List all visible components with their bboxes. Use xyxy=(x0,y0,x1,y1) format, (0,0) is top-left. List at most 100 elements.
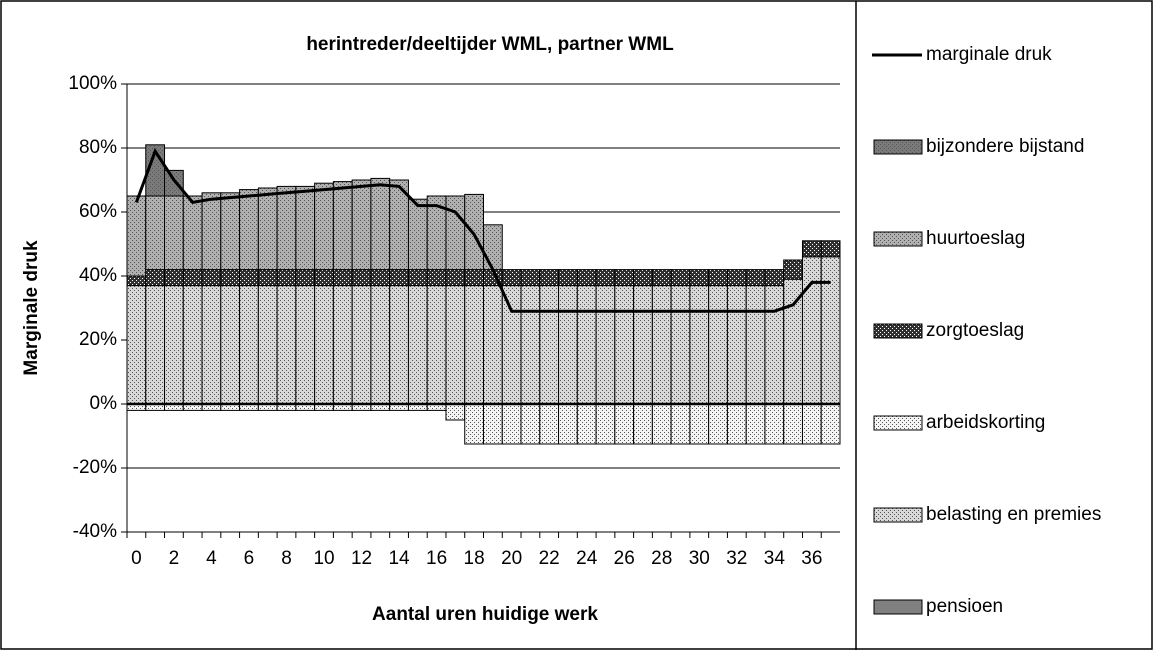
bar-segment xyxy=(145,285,166,405)
bar-segment xyxy=(201,285,222,405)
bar-segment xyxy=(126,195,147,277)
bar-segment xyxy=(670,285,691,405)
line-series xyxy=(134,147,831,313)
x-tick-label: 8 xyxy=(281,548,292,569)
y-tick-label: 40% xyxy=(79,265,117,286)
bar-segment xyxy=(651,269,672,287)
bar-segment xyxy=(651,403,672,445)
bar-segment xyxy=(464,285,485,405)
bar-segment xyxy=(182,195,203,271)
x-tick-label: 2 xyxy=(169,548,180,569)
bar-segment xyxy=(501,269,522,287)
bar-segment xyxy=(576,403,597,445)
bar-segment xyxy=(708,269,728,287)
bar-segment xyxy=(445,285,466,405)
bar-segment xyxy=(614,269,635,287)
bar-segment xyxy=(182,285,203,405)
y-tick-label: 20% xyxy=(79,329,117,350)
bar-segment xyxy=(332,285,353,405)
x-tick-label: 20 xyxy=(501,548,522,569)
bar-segment xyxy=(558,285,578,405)
x-tick-label: 22 xyxy=(539,548,560,569)
bar-segment xyxy=(276,285,297,405)
bar-segment xyxy=(370,177,391,271)
bar-segment xyxy=(708,285,728,405)
x-tick-label: 28 xyxy=(651,548,672,569)
x-tick-label: 32 xyxy=(726,548,747,569)
x-tick-label: 6 xyxy=(244,548,255,569)
bar-segment xyxy=(351,285,372,405)
bar-segment xyxy=(520,403,541,445)
bar-segment xyxy=(464,269,485,287)
bar-segment xyxy=(745,269,766,287)
bar-segment xyxy=(614,403,635,445)
bar-segment xyxy=(764,285,785,405)
bar-segment xyxy=(445,269,466,287)
bar-segment xyxy=(820,403,841,445)
bar-segment xyxy=(633,269,653,287)
bar-segment xyxy=(295,185,316,271)
bar-segment xyxy=(558,269,578,287)
bar-segment xyxy=(595,403,616,445)
bar-segment xyxy=(164,269,184,287)
bar-segment xyxy=(370,269,391,287)
bar-segment xyxy=(426,285,447,405)
bar-segment xyxy=(314,182,334,271)
x-tick-label: 0 xyxy=(131,548,142,569)
x-tick-label: 34 xyxy=(764,548,786,569)
legend-label: huurtoeslag xyxy=(926,228,1025,249)
bar-segment xyxy=(764,403,785,445)
bar-segment xyxy=(407,198,428,271)
bar-segment xyxy=(257,187,278,271)
bar-segment xyxy=(276,269,297,287)
y-tick-label: 60% xyxy=(79,201,117,222)
y-tick-label: 100% xyxy=(68,73,117,94)
bar-segment xyxy=(257,285,278,405)
bar-segment xyxy=(351,269,372,287)
bar-segment xyxy=(783,403,803,445)
bar-segment xyxy=(726,403,747,445)
bar-segment xyxy=(576,285,597,405)
bar-segment xyxy=(164,285,184,405)
x-tick-label: 10 xyxy=(313,548,334,569)
legend-swatch xyxy=(873,231,923,247)
bar-segment xyxy=(239,189,259,271)
bar-segment xyxy=(407,269,428,287)
bar-segment xyxy=(633,285,653,405)
legend-label: bijzondere bijstand xyxy=(926,136,1084,157)
x-tick-label: 18 xyxy=(464,548,485,569)
bar-segment xyxy=(445,403,466,421)
bar-segment xyxy=(576,269,597,287)
bar-segment xyxy=(820,256,841,405)
bar-segment xyxy=(595,269,616,287)
bar-segment xyxy=(201,269,222,287)
bar-segment xyxy=(145,269,166,287)
bar-segment xyxy=(726,269,747,287)
x-tick-label: 16 xyxy=(426,548,447,569)
x-tick-label: 24 xyxy=(576,548,598,569)
x-tick-label: 12 xyxy=(351,548,372,569)
bar-segment xyxy=(520,269,541,287)
bar-segment xyxy=(332,181,353,271)
legend-label: zorgtoeslag xyxy=(926,320,1024,341)
x-tick-label: 14 xyxy=(388,548,410,569)
bar-segment xyxy=(276,185,297,271)
y-axis-title: Marginale druk xyxy=(21,240,42,376)
bar-segment xyxy=(726,285,747,405)
bar-segment xyxy=(483,285,503,405)
bar-segment xyxy=(295,269,316,287)
bar-segment xyxy=(314,285,334,405)
legend-label: pensioen xyxy=(926,596,1003,617)
bar-segment xyxy=(614,285,635,405)
bar-segment xyxy=(670,403,691,445)
bar-segment xyxy=(558,403,578,445)
bar-segment xyxy=(389,269,409,287)
bar-segment xyxy=(464,403,485,445)
bar-segment xyxy=(483,403,503,445)
bar-segment xyxy=(483,224,503,271)
bar-segment xyxy=(370,285,391,405)
x-axis-title: Aantal uren huidige werk xyxy=(372,604,598,625)
bar-segment xyxy=(783,259,803,280)
legend-swatch xyxy=(873,139,923,155)
